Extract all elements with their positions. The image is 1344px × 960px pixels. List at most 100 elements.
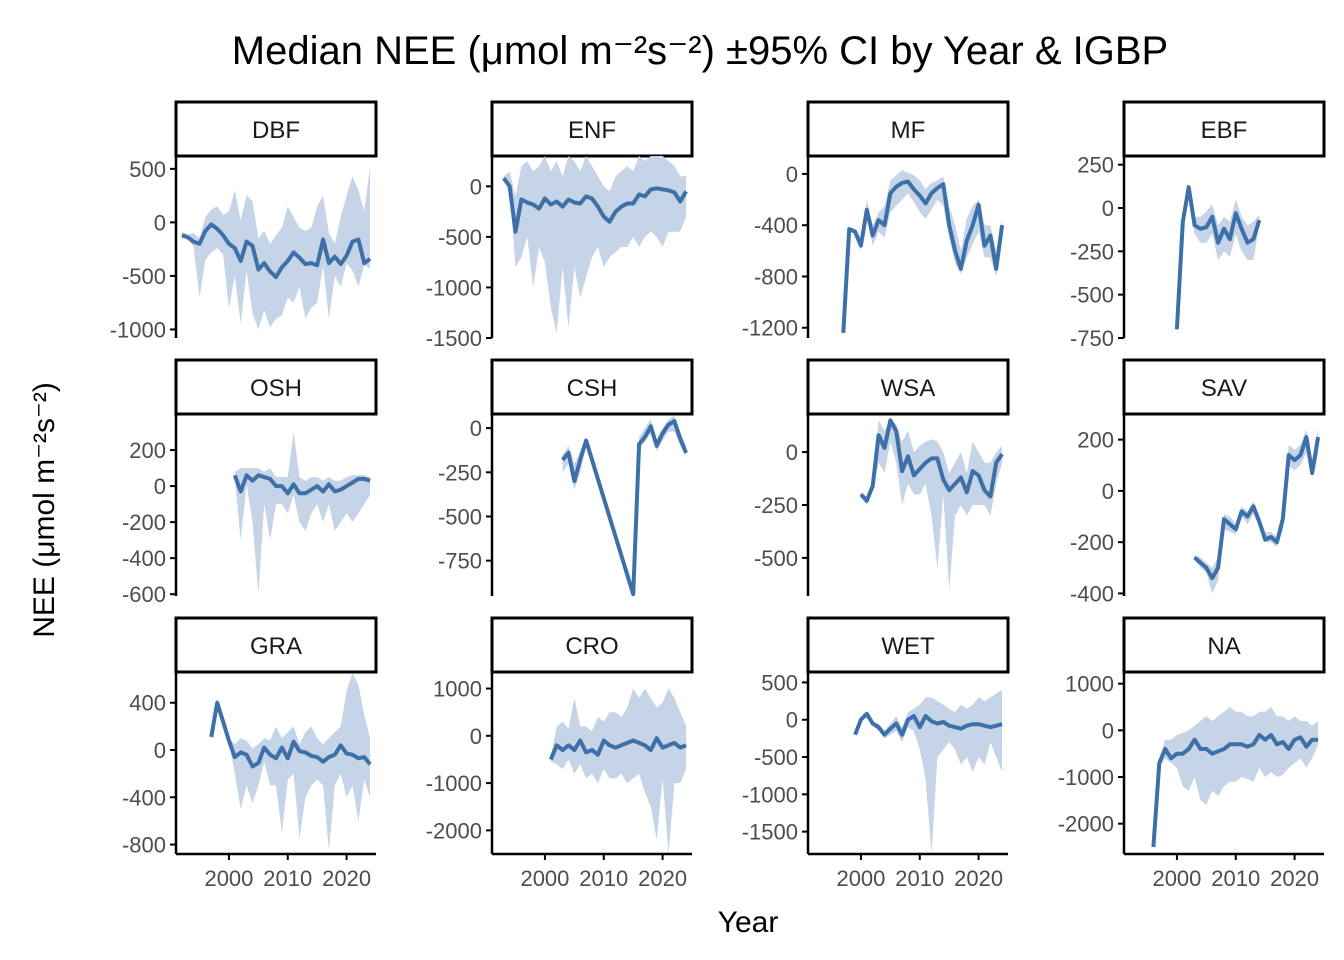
y-tick-label-cro: -1000 <box>426 771 482 796</box>
ci-ribbon-gra <box>211 673 371 851</box>
y-tick-label-csh: -500 <box>438 504 482 529</box>
facet-strip-csh <box>490 358 694 416</box>
median-line-cro <box>548 736 687 761</box>
x-tick-label-wet: 2020 <box>954 866 1003 891</box>
median-line-ebf <box>1174 185 1262 330</box>
panel-osh: OSH 200 0 -200 -400 -600 <box>122 358 378 607</box>
y-tick-label-cro: 1000 <box>433 677 482 702</box>
y-tick-label-wsa: -500 <box>754 546 798 571</box>
panel-wet: WET 500 0 -500 -1000 -1500 2000 2010 2020 <box>742 616 1010 891</box>
facet-strip-na <box>1122 616 1326 674</box>
facet-strip-dbf <box>174 100 378 158</box>
y-tick-label-osh: 200 <box>129 438 166 463</box>
panel-wsa: WSA 0 -250 -500 <box>754 358 1010 596</box>
y-tick-label-wet: -1000 <box>742 782 798 807</box>
x-tick-label-na: 2000 <box>1152 866 1201 891</box>
y-tick-label-osh: 0 <box>154 474 166 499</box>
x-tick-label-wet: 2000 <box>836 866 885 891</box>
y-tick-label-dbf: -500 <box>122 264 166 289</box>
panel-ebf: EBF 250 0 -250 -500 -750 <box>1070 100 1326 351</box>
chart-title: Median NEE (μmol m⁻²s⁻²) ±95% CI by Year… <box>232 29 1168 73</box>
y-tick-label-sav: -400 <box>1070 581 1114 606</box>
x-tick-label-cro: 2010 <box>579 866 628 891</box>
x-tick-label-gra: 2000 <box>204 866 253 891</box>
ci-ribbon-wsa <box>860 418 1003 590</box>
facet-strip-wet <box>806 616 1010 674</box>
facet-strip-osh <box>174 358 378 416</box>
facet-panels: DBF 500 0 -500 -1000 ENF 0 -500 -1000 -1500 MF 0 -40… <box>110 100 1326 891</box>
y-tick-label-sav: 200 <box>1077 428 1114 453</box>
panel-mf: MF 0 -400 -800 -1200 <box>742 100 1010 341</box>
y-tick-label-dbf: 500 <box>129 157 166 182</box>
median-line-wet <box>853 711 1003 737</box>
y-tick-label-mf: 0 <box>786 162 798 187</box>
facet-strip-wsa <box>806 358 1010 416</box>
x-tick-label-wet: 2010 <box>895 866 944 891</box>
facet-label-enf: ENF <box>568 117 616 144</box>
y-tick-label-wsa: -250 <box>754 493 798 518</box>
y-tick-label-wsa: 0 <box>786 440 798 465</box>
y-tick-label-mf: -800 <box>754 264 798 289</box>
y-tick-label-mf: -400 <box>754 213 798 238</box>
panel-csh: CSH 0 -250 -500 -750 <box>438 358 694 597</box>
panel-gra: GRA 400 0 -400 -800 2000 2010 2020 <box>122 616 378 891</box>
y-tick-label-dbf: -1000 <box>110 317 166 342</box>
y-tick-label-enf: 0 <box>470 174 482 199</box>
y-tick-label-cro: 0 <box>470 724 482 749</box>
y-tick-label-ebf: 250 <box>1077 153 1114 178</box>
x-tick-label-cro: 2020 <box>638 866 687 891</box>
y-tick-label-gra: 0 <box>154 738 166 763</box>
y-tick-label-na: 0 <box>1102 718 1114 743</box>
y-tick-label-gra: -800 <box>122 833 166 858</box>
median-line-na <box>1151 733 1319 848</box>
facet-label-wet: WET <box>881 633 935 660</box>
facet-label-osh: OSH <box>250 375 302 402</box>
x-axis-title: Year <box>718 906 779 939</box>
y-tick-label-ebf: 0 <box>1102 196 1114 221</box>
y-tick-label-enf: -500 <box>438 225 482 250</box>
y-tick-label-gra: 400 <box>129 691 166 716</box>
facet-label-gra: GRA <box>250 633 302 660</box>
facet-label-cro: CRO <box>565 633 618 660</box>
y-tick-label-osh: -200 <box>122 510 166 535</box>
panel-cro: CRO 1000 0 -1000 -2000 2000 2010 2020 <box>426 616 694 891</box>
facet-strip-mf <box>806 100 1010 158</box>
facet-label-ebf: EBF <box>1201 117 1248 144</box>
facet-strip-cro <box>490 616 694 674</box>
y-tick-label-enf: -1500 <box>426 326 482 351</box>
ci-ribbon-osh <box>234 432 371 595</box>
y-tick-label-csh: 0 <box>470 416 482 441</box>
ci-ribbon-na <box>1153 707 1319 847</box>
y-tick-label-cro: -2000 <box>426 818 482 843</box>
median-line-enf <box>502 177 688 234</box>
y-tick-label-mf: -1200 <box>742 316 798 341</box>
y-tick-label-csh: -750 <box>438 549 482 574</box>
ci-ribbon-enf <box>503 156 687 333</box>
facet-label-wsa: WSA <box>881 375 936 402</box>
panel-enf: ENF 0 -500 -1000 -1500 <box>426 100 694 351</box>
median-line-wsa <box>859 418 1004 503</box>
median-line-gra <box>209 700 372 769</box>
median-line-dbf <box>181 222 372 279</box>
facet-strip-enf <box>490 100 694 158</box>
y-tick-label-wet: 0 <box>786 708 798 733</box>
x-tick-label-gra: 2020 <box>322 866 371 891</box>
y-tick-label-ebf: -250 <box>1070 239 1114 264</box>
ci-ribbon-ebf <box>1176 183 1260 330</box>
facet-label-sav: SAV <box>1201 375 1247 402</box>
y-tick-label-enf: -1000 <box>426 275 482 300</box>
y-tick-label-sav: 0 <box>1102 479 1114 504</box>
median-line-osh <box>232 473 371 496</box>
y-tick-label-wet: -1500 <box>742 820 798 845</box>
x-tick-label-na: 2010 <box>1211 866 1260 891</box>
y-tick-label-na: 1000 <box>1065 672 1114 697</box>
y-tick-label-na: -1000 <box>1058 765 1114 790</box>
x-tick-label-cro: 2000 <box>520 866 569 891</box>
y-tick-label-osh: -400 <box>122 546 166 571</box>
y-tick-label-wet: -500 <box>754 745 798 770</box>
facet-strip-sav <box>1122 358 1326 416</box>
facet-strip-ebf <box>1122 100 1326 158</box>
facet-label-na: NA <box>1207 633 1240 660</box>
y-tick-label-na: -2000 <box>1058 812 1114 837</box>
